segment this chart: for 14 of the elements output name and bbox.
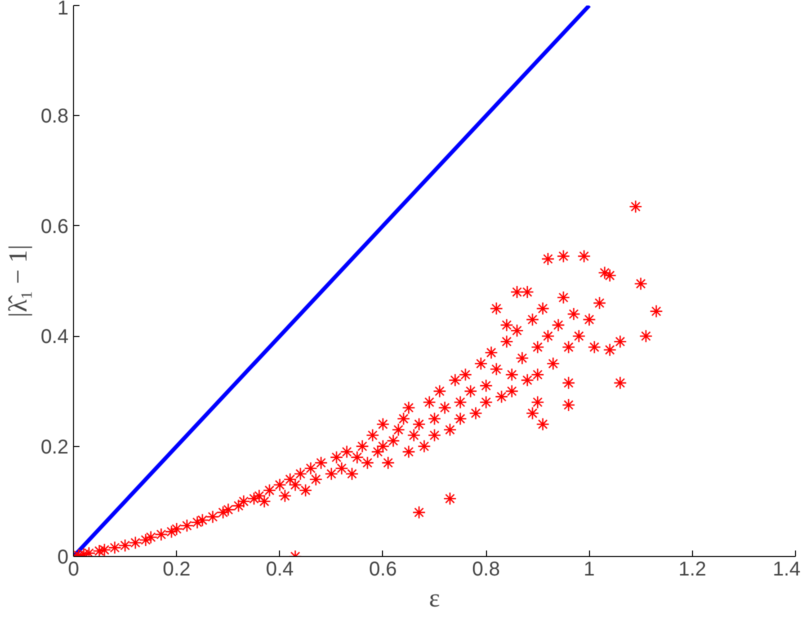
x-tick-label: 0.2 [162, 558, 191, 580]
x-tick-label: 0.6 [369, 558, 397, 580]
x-tick-label: 0.8 [472, 558, 500, 580]
x-tick-label: 1.2 [678, 558, 706, 580]
x-tick-label: 1 [584, 558, 595, 580]
y-tick-label: 1 [57, 0, 68, 20]
y-tick-label: 0.2 [40, 436, 69, 458]
y-tick-label: 0.8 [40, 106, 69, 128]
y-tick-label: 0.6 [40, 216, 69, 238]
x-tick-label: 1.4 [772, 558, 801, 580]
y-tick-label: 0.4 [40, 326, 69, 348]
x-tick-label: 0.4 [266, 558, 294, 580]
y-axis-title: |λ̂₁ − 1| [4, 244, 33, 318]
x-axis-title: ε [429, 584, 440, 612]
